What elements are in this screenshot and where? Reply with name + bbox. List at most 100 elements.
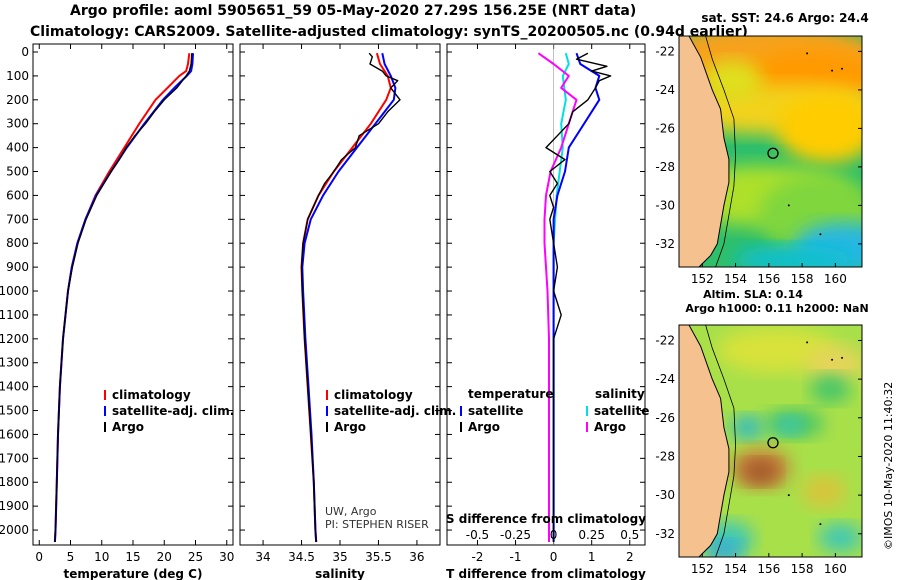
- island-dot: [819, 523, 822, 526]
- y-tick-label: 1500: [0, 404, 29, 418]
- x-tick-label: -1: [510, 550, 522, 564]
- y-tick-label: 400: [6, 141, 29, 155]
- sla-map-image: [679, 325, 862, 557]
- legend-title-temperature: temperature: [468, 387, 553, 401]
- y-tick-label: 1000: [0, 284, 29, 298]
- y-tick-label: 500: [6, 165, 29, 179]
- y-tick-label: 900: [6, 260, 29, 274]
- island-dot: [806, 341, 809, 344]
- temperature-profile-frame: [32, 43, 234, 546]
- y-tick-label: 1800: [0, 475, 29, 489]
- legend-label: Argo: [112, 420, 144, 434]
- x-tick-label: 34: [255, 550, 270, 564]
- lat-tick-label: -26: [655, 411, 675, 425]
- temperature-profile: 0 5 10 15 20 25 300100200300400500600700800900…: [0, 43, 234, 580]
- imos-footer: ©IMOS 10-May-2020 11:40:32: [882, 382, 895, 550]
- x-tick-label: 30: [219, 550, 234, 564]
- lon-tick-label: 152: [691, 562, 714, 576]
- sst-field: [702, 60, 763, 101]
- legend-label: Argo: [594, 420, 626, 434]
- lon-tick-label: 160: [824, 562, 847, 576]
- lon-tick-label: 158: [791, 562, 814, 576]
- land-australia: [679, 36, 730, 267]
- x-axis-label: salinity: [315, 567, 365, 580]
- sst-field: [733, 245, 854, 267]
- y-tick-label: 2000: [0, 523, 29, 537]
- lat-tick-label: -28: [655, 449, 675, 463]
- shelf-contour: [705, 36, 736, 267]
- lat-tick-label: -22: [655, 333, 675, 347]
- y-tick-label: 100: [6, 69, 29, 83]
- x2-tick-label: 0.25: [578, 528, 605, 542]
- annotation-owner: UW, Argo: [325, 505, 377, 518]
- sla-field: [705, 541, 742, 557]
- lon-tick-label: 156: [757, 562, 780, 576]
- lon-tick-label: 160: [824, 272, 847, 286]
- lat-tick-label: -22: [655, 44, 675, 58]
- sdiff-argo-line: [537, 52, 578, 542]
- y-tick-label: 300: [6, 117, 29, 131]
- lon-tick-label: 158: [791, 272, 814, 286]
- sst-map-title: sat. SST: 24.6 Argo: 24.4: [701, 11, 868, 25]
- x-tick-label: 34.5: [288, 550, 315, 564]
- lon-tick-label: 154: [724, 562, 747, 576]
- annotation-pi: PI: STEPHEN RISER: [325, 518, 429, 531]
- sla-map-title-2: Argo h1000: 0.11 h2000: NaN: [685, 302, 868, 315]
- sla-field: [742, 459, 779, 484]
- lon-tick-label: 156: [757, 272, 780, 286]
- y-tick-label: 1600: [0, 427, 29, 441]
- salinity-profile-frame: [239, 43, 441, 546]
- island-dot: [841, 67, 844, 70]
- island-dot: [806, 52, 809, 55]
- y-tick-label: 800: [6, 236, 29, 250]
- legend-label: satellite: [594, 404, 649, 418]
- island-dot: [787, 494, 790, 497]
- lat-tick-label: -32: [655, 237, 675, 251]
- legend-label: climatology: [334, 388, 413, 402]
- difference-profile-frame: [446, 43, 646, 546]
- y-tick-label: 1100: [0, 308, 29, 322]
- legend-label: Argo: [334, 420, 366, 434]
- lat-tick-label: -30: [655, 198, 675, 212]
- temp-satellite-line: [53, 53, 194, 543]
- x-tick-label: 1: [588, 550, 596, 564]
- x-tick-label: 36: [409, 550, 424, 564]
- sla-field: [810, 374, 851, 403]
- sst-map-image: [679, 36, 862, 267]
- y-tick-label: 1400: [0, 380, 29, 394]
- y-tick-label: 700: [6, 212, 29, 226]
- legend-label: Argo: [468, 420, 500, 434]
- tdiff-argo-line: [545, 52, 612, 542]
- x-tick-label: 0: [35, 550, 43, 564]
- island-dot: [831, 358, 834, 361]
- legend-title-salinity: salinity: [595, 387, 645, 401]
- x-tick-label: 20: [157, 550, 172, 564]
- temp-climatology-line: [53, 53, 191, 543]
- sal-satellite-line: [301, 52, 397, 543]
- y-tick-label: 200: [6, 93, 29, 107]
- sla-map-title-1: Altim. SLA: 0.14: [703, 288, 803, 301]
- lat-tick-label: -32: [655, 527, 675, 541]
- x2-axis-label: S difference from climatology: [446, 512, 646, 526]
- sst-field: [777, 93, 862, 164]
- x-axis-label: T difference from climatology: [446, 567, 646, 580]
- lat-tick-label: -24: [655, 83, 675, 97]
- temp-argo-line: [54, 53, 193, 543]
- lon-tick-label: 154: [724, 272, 747, 286]
- lat-tick-label: -26: [655, 121, 675, 135]
- sst-map-frame: [678, 35, 863, 268]
- sla-field: [805, 345, 862, 382]
- y-tick-label: 1900: [0, 499, 29, 513]
- sla-field: [731, 415, 764, 440]
- y-tick-label: 600: [6, 188, 29, 202]
- x-tick-label: 5: [67, 550, 75, 564]
- legend-label: satellite-adj. clim.: [334, 404, 456, 418]
- y-tick-label: 1300: [0, 356, 29, 370]
- sal-climatology-line: [300, 52, 392, 543]
- x2-tick-label: -0.5: [466, 528, 489, 542]
- legend-label: climatology: [112, 388, 191, 402]
- x-tick-label: 35: [332, 550, 347, 564]
- island-dot: [841, 356, 844, 359]
- lat-tick-label: -28: [655, 160, 675, 174]
